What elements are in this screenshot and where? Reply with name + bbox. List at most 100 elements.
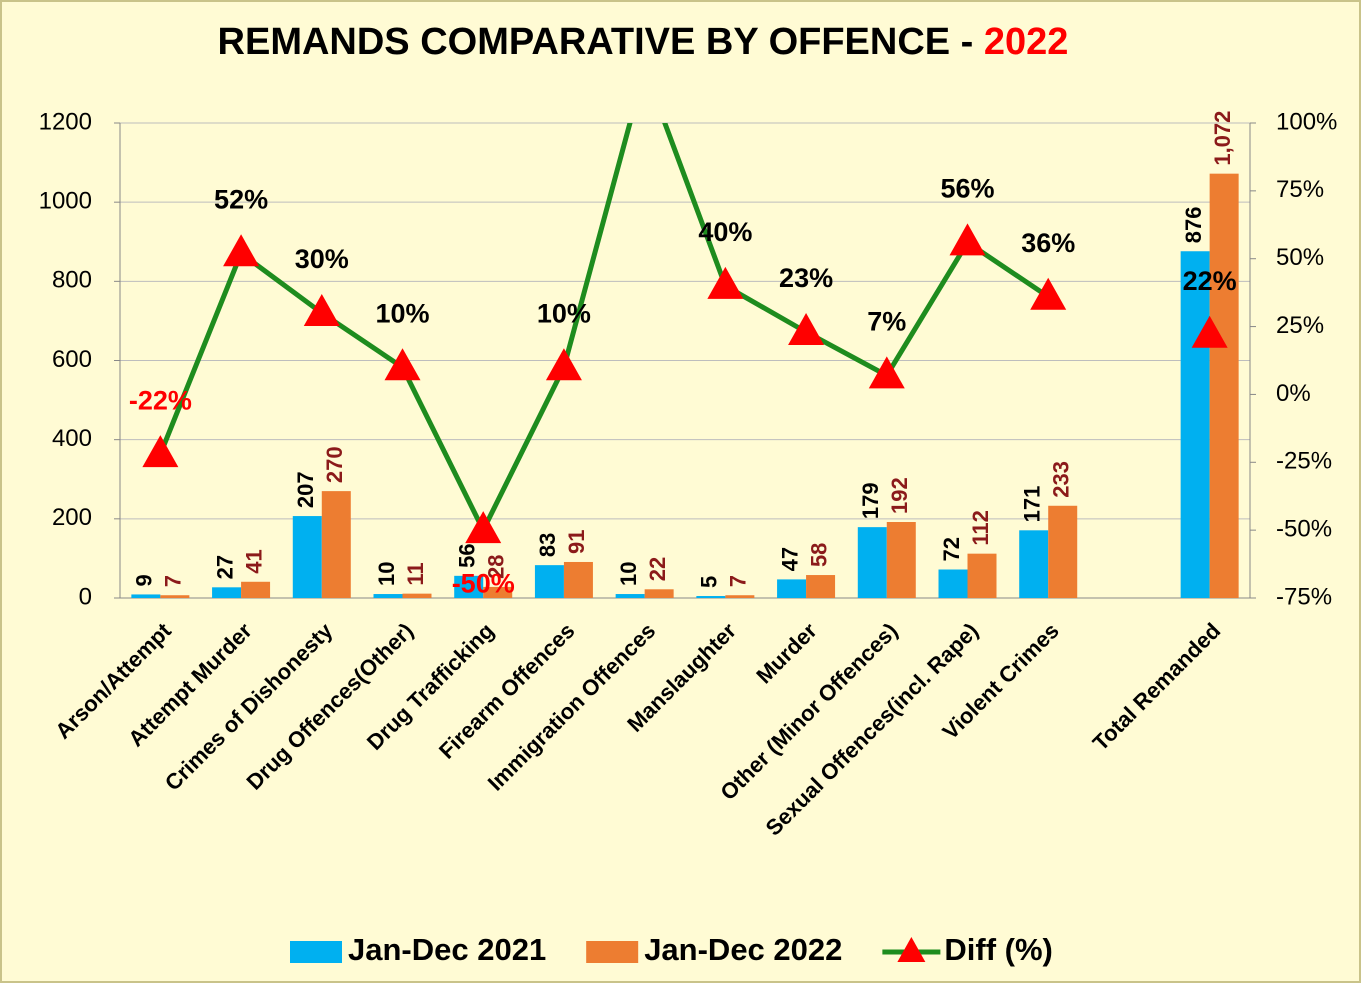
y2-tick-label: 25% (1276, 312, 1324, 339)
legend-swatch (290, 941, 342, 963)
bar (131, 594, 161, 598)
bar (454, 575, 484, 598)
bar (402, 593, 432, 598)
line-label: 40% (698, 217, 752, 247)
bar-label: 1,072 (1210, 111, 1235, 166)
y2-tick-label: 75% (1276, 176, 1324, 203)
bar (212, 587, 242, 598)
line-marker (465, 511, 502, 544)
bar (886, 522, 916, 598)
line-label: 52% (214, 184, 268, 214)
bar (777, 579, 807, 598)
line (158, 123, 1050, 536)
bar (806, 575, 836, 598)
line-marker (868, 356, 905, 389)
y-tick-label: 1000 (39, 188, 92, 215)
line-marker (303, 294, 340, 326)
y2-tick-label: 50% (1276, 244, 1324, 271)
bar-label: 171 (1020, 486, 1045, 523)
bar (534, 565, 564, 598)
legend-label: Jan-Dec 2022 (644, 932, 842, 967)
y-tick-label: 800 (52, 267, 92, 294)
line-marker (142, 435, 179, 468)
bar (1019, 530, 1049, 598)
bar-label: 876 (1181, 207, 1206, 244)
y-tick-label: 1200 (39, 108, 92, 135)
title-text: REMANDS COMPARATIVE BY OFFENCE - (218, 21, 984, 63)
bar-label: 270 (322, 446, 347, 483)
bar-label: 179 (858, 482, 883, 519)
bar-label: 56 (455, 543, 480, 567)
bar (725, 595, 755, 598)
line-label: 36% (1021, 228, 1075, 258)
bar-label: 91 (564, 529, 589, 553)
line-label: -50% (452, 568, 515, 598)
line-marker (545, 348, 582, 381)
y2-tick-label: 0% (1276, 380, 1311, 407)
line-marker (1030, 277, 1067, 310)
y-tick-label: 200 (52, 504, 92, 531)
line-series (158, 123, 1050, 536)
y-tick-label: 600 (52, 346, 92, 373)
line-marker (788, 313, 825, 345)
bar (1209, 173, 1239, 598)
bar-label: 207 (293, 471, 318, 508)
bar-label: 83 (535, 533, 560, 557)
line-marker (1191, 315, 1228, 348)
legend-label: Jan-Dec 2021 (348, 932, 546, 967)
legend-label: Diff (%) (944, 932, 1052, 967)
bar (160, 595, 190, 598)
bar-label: 72 (939, 537, 964, 561)
y-tick-label: 400 (52, 425, 92, 452)
bar (1180, 251, 1210, 598)
bar (696, 596, 726, 598)
bar-label: 7 (161, 575, 186, 587)
bar (292, 516, 322, 598)
y2-tick-label: -75% (1276, 583, 1332, 610)
line-label: 56% (940, 174, 994, 204)
bar-label: 27 (212, 555, 237, 579)
line-label: 10% (537, 298, 591, 328)
line-label: 30% (295, 244, 349, 274)
bar (644, 589, 674, 598)
bar (373, 594, 403, 598)
bar (483, 586, 513, 598)
bar (938, 569, 968, 598)
bar (857, 527, 887, 598)
legend-swatch (586, 941, 639, 963)
line-label: 7% (867, 307, 906, 337)
bar-label: 58 (806, 543, 831, 567)
bar-label: 192 (887, 477, 912, 514)
bar-label: 10 (616, 562, 641, 586)
bar-label: 22 (645, 557, 670, 581)
bar (241, 581, 271, 598)
bar-label: 7 (726, 575, 751, 587)
bar (615, 594, 645, 598)
bar-label: 9 (132, 574, 157, 586)
legend-marker (897, 937, 926, 962)
line-label: 22% (1183, 266, 1237, 296)
title-year: 2022 (984, 21, 1069, 63)
line-marker (949, 223, 986, 256)
y2-tick-label: 100% (1276, 108, 1337, 135)
bar (967, 553, 997, 598)
bar (1048, 505, 1078, 598)
bar-label: 5 (697, 576, 722, 588)
bar-label: 28 (484, 554, 509, 578)
y2-tick-label: -25% (1276, 448, 1332, 475)
bar-label: 112 (968, 510, 993, 546)
y-tick-label: 0 (79, 583, 92, 610)
bar (321, 491, 351, 598)
bar-label: 11 (403, 562, 428, 585)
line-label: 23% (779, 263, 833, 293)
line-marker (223, 234, 260, 267)
bar-label: 47 (777, 547, 802, 571)
line-label: 10% (375, 298, 429, 328)
line-label: -22% (129, 385, 192, 415)
chart-title: REMANDS COMPARATIVE BY OFFENCE - 2022 (218, 21, 1069, 63)
line-marker (707, 266, 744, 299)
bar-label: 41 (241, 549, 266, 573)
line-marker (384, 348, 421, 381)
